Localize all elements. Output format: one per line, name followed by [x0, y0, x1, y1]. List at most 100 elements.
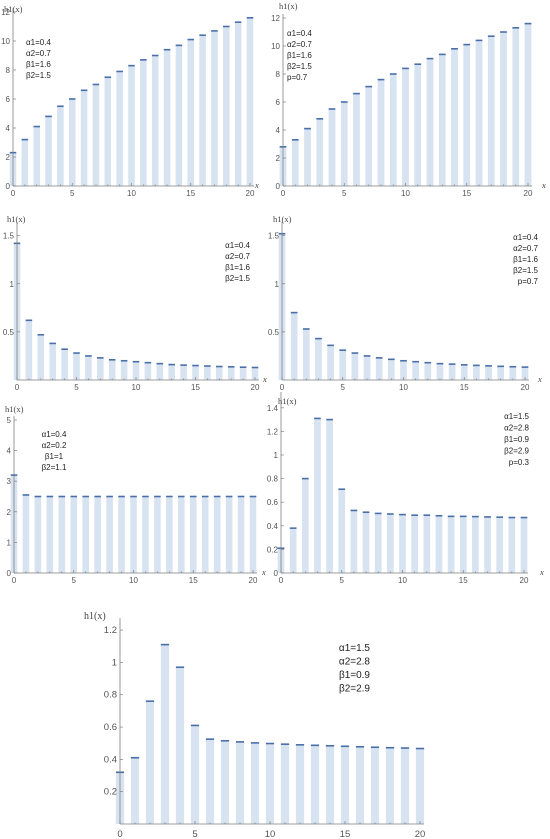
x-tick-label: 0	[15, 383, 20, 392]
bar-x7	[97, 357, 104, 380]
bar-x18	[227, 366, 235, 380]
chart-panel-6: 0 5 10 15 20 0 0.2 0.4 0.6 0.8 1 1.2 1.4h1(x) x α1=1.5…	[267, 392, 544, 585]
bar-x13	[435, 515, 443, 573]
y-tick-label: 4	[276, 126, 281, 135]
bar-x15	[459, 516, 467, 573]
x-tick-label: 10	[132, 383, 141, 392]
y-tick-label: 0.5	[3, 328, 15, 337]
bar-x14	[451, 48, 458, 186]
bar-x15	[192, 365, 199, 380]
bar-x11	[411, 515, 418, 573]
bar-x16	[204, 366, 211, 380]
x-tick-label: 0	[117, 829, 122, 839]
bar-x2	[302, 328, 310, 380]
bar-x11	[140, 59, 147, 186]
bar-x1	[22, 494, 30, 573]
bar-x20	[249, 496, 257, 573]
bar-x12	[426, 58, 434, 186]
bar-x5	[70, 496, 78, 573]
x-tick-label: 15	[340, 829, 351, 839]
bar-x8	[377, 79, 385, 186]
y-tick-label: 4	[6, 124, 11, 133]
y-tick-label: 0.4	[104, 754, 117, 765]
bar-x11	[144, 362, 152, 380]
bar-x4	[175, 667, 185, 824]
x-tick-label: 10	[399, 383, 408, 392]
bar-x15	[189, 496, 197, 573]
parameter-annotation: β2=1.5	[225, 274, 250, 283]
parameter-annotation: p=0.7	[287, 73, 308, 82]
bar-x1	[290, 312, 298, 380]
bar-x8	[108, 359, 116, 380]
y-tick-label: 10	[1, 37, 10, 46]
parameter-annotation: β1=0.9	[504, 435, 529, 444]
bar-x1	[25, 320, 33, 380]
x-tick-label: 5	[342, 189, 347, 198]
bar-x12	[295, 744, 305, 824]
parameter-annotation: β2=1.5	[287, 62, 312, 71]
x-tick-label: 15	[462, 189, 471, 198]
bar-x19	[509, 366, 517, 380]
x-tick-label: 5	[72, 576, 77, 585]
y-tick-label: 0.6	[104, 722, 117, 733]
bar-x14	[175, 45, 183, 186]
y-axis-label: h1(x)	[7, 214, 26, 224]
bar-x19	[237, 496, 245, 573]
x-tick-label: 20	[415, 829, 426, 839]
bar-x20	[524, 23, 532, 186]
bar-x20	[246, 17, 254, 186]
x-tick-label: 10	[401, 189, 410, 198]
bar-x17	[370, 747, 380, 824]
y-tick-label: 6	[6, 95, 11, 104]
bar-x16	[472, 516, 479, 573]
y-tick-label: 4	[7, 447, 12, 456]
bar-x3	[315, 338, 322, 380]
bar-x19	[508, 517, 516, 573]
bar-x12	[151, 55, 159, 186]
y-tick-label: 1.4	[267, 404, 279, 413]
bar-x4	[326, 419, 333, 573]
bar-x7	[362, 512, 370, 573]
bar-x20	[521, 367, 529, 380]
bar-x14	[325, 745, 335, 824]
parameter-annotation: α2=0.7	[513, 244, 538, 253]
bar-x8	[374, 513, 382, 573]
y-tick-label: 6	[276, 98, 281, 107]
bar-x12	[154, 496, 161, 573]
x-axis-label: x	[537, 374, 542, 384]
parameter-annotation: α2=2.8	[504, 424, 529, 433]
bar-x14	[448, 364, 456, 380]
bar-x13	[438, 54, 446, 187]
y-tick-label: 1	[7, 538, 12, 547]
bar-x8	[235, 741, 245, 824]
x-tick-label: 15	[460, 383, 469, 392]
bar-x3	[45, 116, 52, 186]
bar-x7	[92, 84, 100, 186]
x-tick-label: 20	[246, 189, 255, 198]
parameter-annotation: α1=0.4	[225, 241, 250, 250]
parameter-annotation: α1=0.4	[513, 233, 538, 242]
bar-x7	[363, 355, 371, 380]
y-tick-label: 1	[10, 280, 15, 289]
bar-x16	[475, 40, 483, 187]
bar-x8	[106, 496, 113, 573]
bar-x14	[447, 516, 455, 573]
y-tick-label: 0.6	[267, 498, 279, 507]
x-tick-label: 5	[70, 189, 75, 198]
y-tick-label: 8	[276, 70, 281, 79]
bar-x15	[187, 39, 195, 186]
y-axis-label: h1(x)	[4, 4, 23, 14]
parameter-annotation: β1=1.6	[513, 255, 538, 264]
x-tick-label: 0	[280, 383, 285, 392]
y-tick-label: 0.8	[267, 475, 279, 484]
bar-x2	[33, 126, 40, 186]
bar-x14	[180, 365, 187, 380]
bar-x14	[178, 496, 185, 573]
x-axis-label: x	[261, 567, 266, 577]
bar-x9	[388, 359, 395, 380]
y-tick-label: 1	[275, 280, 280, 289]
x-axis-label: x	[254, 180, 259, 190]
x-tick-label: 10	[127, 189, 136, 198]
y-axis-label: h1(x)	[278, 396, 297, 406]
